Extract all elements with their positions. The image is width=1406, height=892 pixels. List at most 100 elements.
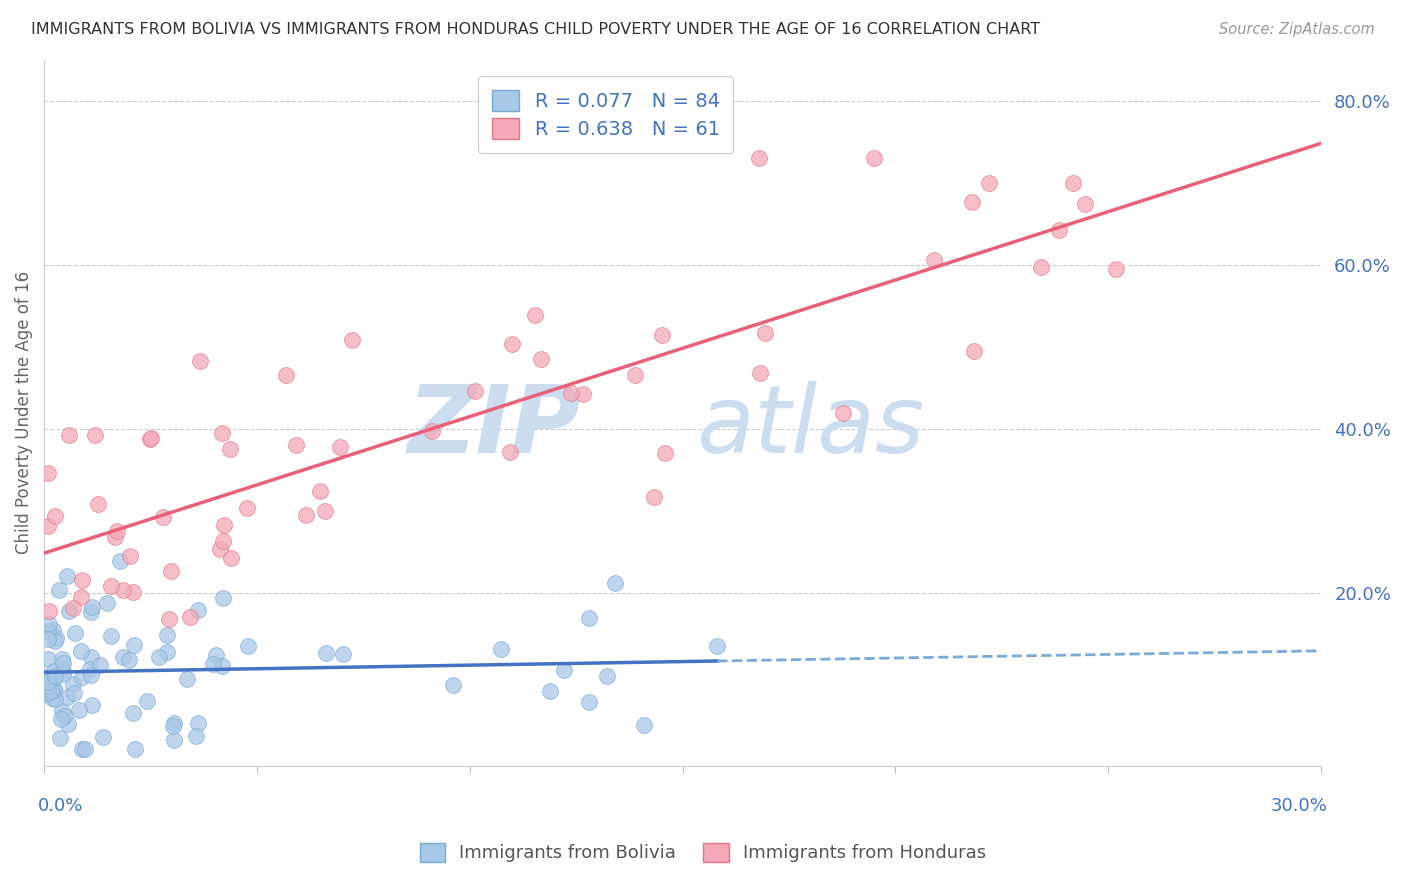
Text: 30.0%: 30.0% (1271, 797, 1327, 815)
Point (91, 730, 114, 744)
Point (159, 564, 181, 578)
Point (56, 690, 79, 705)
Point (96, 597, 118, 611)
Point (596, 669, 619, 683)
Point (979, 176, 1001, 190)
Point (37, 652, 59, 666)
Point (37, 519, 59, 533)
Point (236, 500, 259, 515)
Point (89, 658, 111, 673)
Point (63, 625, 86, 640)
Point (1063, 176, 1085, 190)
Point (218, 442, 240, 456)
Point (340, 333, 363, 347)
Point (70, 590, 93, 604)
Point (44, 634, 66, 648)
Legend: R = 0.077   N = 84, R = 0.638   N = 61: R = 0.077 N = 84, R = 0.638 N = 61 (478, 77, 734, 153)
Point (37, 466, 59, 480)
Point (221, 550, 243, 565)
Point (52, 664, 75, 678)
Point (643, 491, 665, 505)
Point (501, 336, 523, 351)
Point (44, 681, 66, 696)
Point (603, 576, 626, 591)
Point (538, 684, 561, 698)
Point (524, 308, 547, 322)
Text: 0.0%: 0.0% (38, 797, 83, 815)
Point (62, 601, 84, 615)
Point (157, 612, 180, 626)
Point (571, 387, 593, 401)
Point (52, 667, 75, 681)
Y-axis label: Child Poverty Under the Age of 16: Child Poverty Under the Age of 16 (15, 271, 32, 554)
Point (748, 151, 770, 165)
Point (464, 384, 486, 398)
Point (45, 631, 67, 645)
Point (42, 671, 65, 685)
Point (44, 508, 66, 523)
Point (51, 651, 73, 665)
Point (187, 603, 209, 617)
Point (654, 446, 676, 460)
Point (48, 582, 70, 597)
Point (214, 518, 236, 533)
Point (202, 657, 225, 672)
Point (70, 644, 93, 658)
Point (420, 425, 443, 439)
Point (111, 650, 134, 665)
Point (62, 677, 84, 691)
Point (58, 604, 80, 618)
Point (135, 693, 157, 707)
Point (208, 542, 231, 557)
Point (56, 717, 79, 731)
Point (156, 628, 179, 642)
Point (38, 679, 60, 693)
Point (37, 675, 59, 690)
Point (190, 354, 212, 368)
Point (83, 427, 105, 442)
Point (73, 742, 96, 756)
Point (86, 497, 108, 511)
Point (141, 431, 163, 445)
Point (79, 662, 101, 676)
Point (82, 599, 104, 614)
Point (163, 716, 186, 731)
Point (184, 729, 207, 743)
Point (152, 509, 174, 524)
Point (211, 658, 233, 673)
Text: atlas: atlas (696, 381, 924, 472)
Point (163, 733, 186, 747)
Point (62, 686, 84, 700)
Point (499, 444, 522, 458)
Point (52, 656, 75, 670)
Point (80, 650, 103, 665)
Point (295, 508, 318, 522)
Point (42, 623, 65, 637)
Point (211, 533, 233, 548)
Point (42, 682, 65, 697)
Point (121, 706, 143, 721)
Point (441, 678, 464, 692)
Point (1047, 223, 1070, 237)
Point (1073, 197, 1095, 211)
Point (80, 698, 103, 713)
Point (148, 650, 170, 665)
Point (211, 426, 233, 441)
Point (121, 585, 143, 599)
Point (578, 610, 600, 624)
Point (749, 366, 772, 380)
Point (236, 639, 259, 653)
Point (44, 664, 66, 678)
Point (706, 640, 728, 654)
Point (329, 440, 352, 454)
Point (179, 610, 201, 624)
Point (578, 695, 600, 709)
Point (53, 708, 76, 723)
Point (120, 549, 142, 564)
Point (156, 645, 179, 659)
Point (104, 530, 127, 544)
Point (309, 484, 332, 499)
Point (38, 604, 60, 618)
Point (332, 647, 354, 661)
Point (51, 704, 73, 718)
